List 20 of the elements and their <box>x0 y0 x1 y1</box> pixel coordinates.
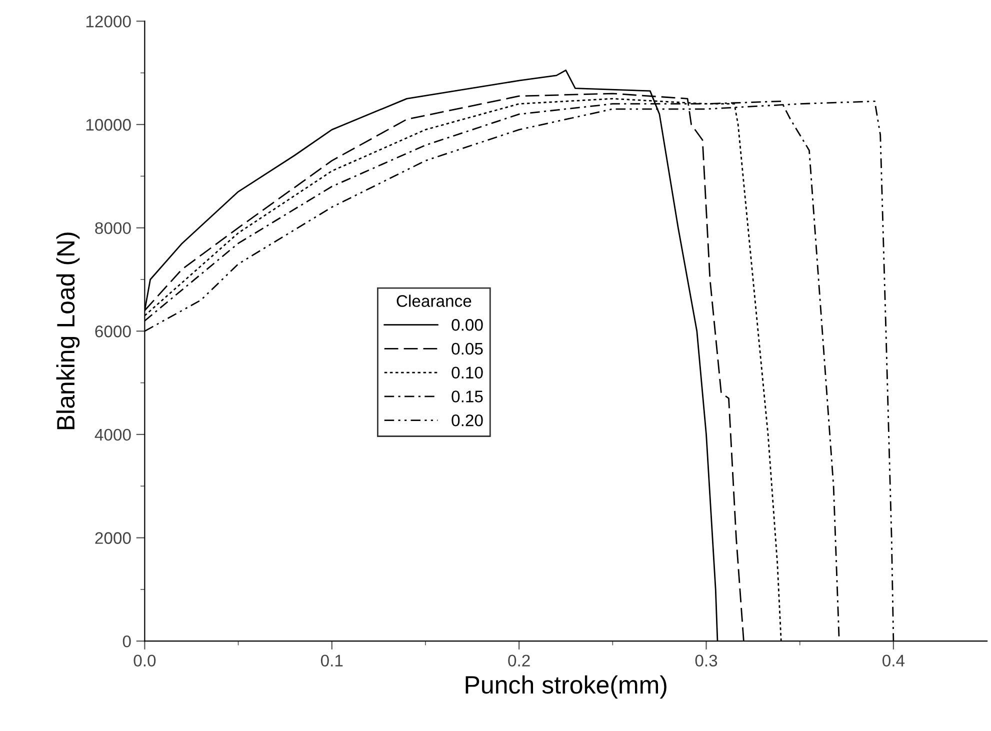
y-tick-label: 0 <box>122 635 131 648</box>
y-tick-label: 6000 <box>95 326 131 338</box>
legend-label: 0.15 <box>452 390 483 402</box>
x-tick-label: 0.4 <box>882 654 905 667</box>
y-axis-title: Blanking Load (N) <box>56 232 80 430</box>
legend-title: Clearance <box>396 294 472 307</box>
x-tick-label: 0.3 <box>695 654 718 667</box>
y-tick-label: 10000 <box>86 118 131 131</box>
x-tick-label: 0.0 <box>134 654 156 667</box>
x-axis-title: Punch stroke(mm) <box>466 675 666 699</box>
x-tick-label: 0.1 <box>320 654 343 667</box>
legend-label: 0.05 <box>452 342 483 355</box>
y-tick-label: 12000 <box>86 16 131 28</box>
y-tick-label: 2000 <box>95 532 131 544</box>
x-tick-label: 0.2 <box>508 654 530 667</box>
y-tick-label: 8000 <box>95 222 131 234</box>
y-tick-label: 4000 <box>94 428 131 441</box>
legend-label: 0.10 <box>452 366 483 379</box>
legend-label: 0.00 <box>452 319 483 331</box>
legend-label: 0.20 <box>452 414 483 426</box>
